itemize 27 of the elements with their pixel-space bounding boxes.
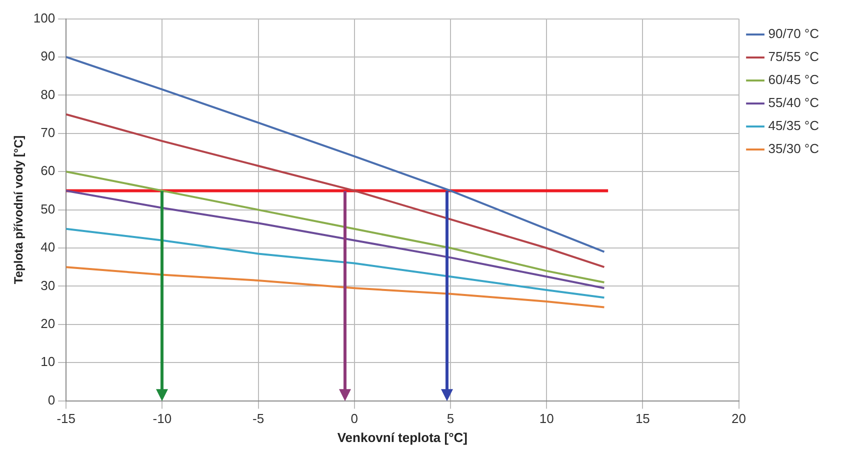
y-tick-label: 20	[40, 316, 56, 331]
legend-label: 75/55 °C	[768, 49, 820, 64]
x-tick-label: -15	[56, 411, 76, 426]
x-tick-label: 10	[539, 411, 554, 426]
y-tick-label: 80	[40, 86, 56, 102]
legend-label: 90/70 °C	[768, 26, 820, 42]
y-tick-label: 10	[40, 354, 56, 370]
y-tick-label: 70	[40, 124, 56, 140]
y-axis-title: Teplota přívodní vody [°C]	[12, 136, 26, 284]
y-tick-label: 90	[40, 48, 56, 64]
x-tick-label: -5	[252, 411, 264, 426]
legend-label: 45/35 °C	[768, 118, 820, 134]
legend-label: 35/30 °C	[768, 141, 820, 156]
x-axis-title: Venkovní teplota [°C]	[337, 430, 468, 445]
y-tick-label: 50	[40, 201, 56, 216]
legend-label: 60/45 °C	[768, 72, 820, 88]
x-tick-label: 5	[446, 411, 454, 426]
y-tick-label: 60	[40, 163, 56, 178]
y-tick-label: 30	[40, 278, 56, 293]
x-tick-label: 15	[635, 411, 650, 426]
y-tick-label: 100	[33, 10, 56, 26]
x-tick-label: 0	[350, 411, 358, 426]
x-tick-label: 20	[732, 411, 746, 426]
x-tick-label: -10	[152, 411, 172, 426]
y-tick-label: 40	[40, 240, 56, 255]
y-tick-label: 0	[48, 392, 56, 408]
legend-label: 55/40 °C	[768, 95, 820, 110]
